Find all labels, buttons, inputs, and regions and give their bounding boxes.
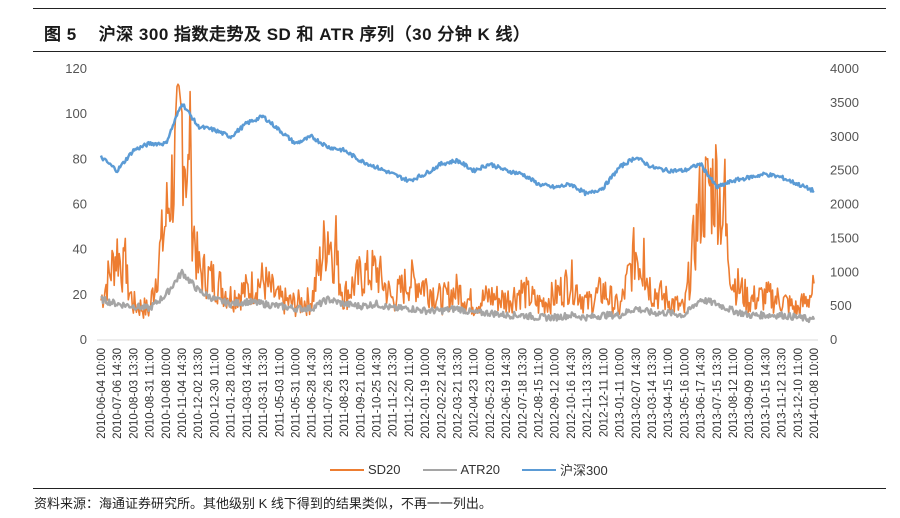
x-tick-label: 2013-06-17 14:30 [696,348,708,439]
x-tick-label: 2013-02-07 14:30 [631,348,643,439]
figure-title-text: 沪深 300 指数走势及 SD 和 ATR 序列（30 分钟 K 线） [98,25,531,44]
legend-item-hs300: 沪深300 [522,460,608,479]
x-tick-label: 2012-09-12 10:00 [550,348,562,439]
x-tick-label: 2013-05-16 10:00 [679,348,691,439]
y-right-tick-label: 1000 [830,264,859,279]
x-tick-label: 2013-11-12 13:30 [777,348,789,438]
legend-swatch-atr20 [422,468,457,471]
x-tick-label: 2012-02-22 14:30 [436,348,448,439]
legend-item-sd20: SD20 [330,462,401,477]
x-tick-label: 2011-11-22 13:30 [388,348,400,437]
y-left-tick-label: 100 [65,106,87,121]
x-tick-label: 2012-11-13 13:30 [582,348,594,438]
x-tick-label: 2013-10-15 14:30 [760,348,772,439]
x-tick-label: 2012-08-15 11:00 [534,348,546,438]
top-rule [33,8,886,9]
title-rule [33,51,886,52]
x-tick-label: 2013-07-15 13:30 [712,348,724,439]
y-right-tick-label: 0 [830,332,837,347]
x-axis-ticks: 2010-06-04 10:00 2010-07-06 14:30 2010-08-… [96,348,821,439]
x-tick-label: 2011-05-03 11:00 [274,348,286,437]
x-tick-label: 2013-04-15 11:00 [663,348,675,438]
x-tick-label: 2012-03-21 13:30 [453,348,465,439]
left-y-axis: 0 20 40 60 80 100 120 [65,61,87,347]
x-tick-label: 2012-07-18 13:30 [517,348,529,439]
y-left-tick-label: 20 [73,287,87,302]
plot-area [99,83,816,324]
y-left-tick-label: 0 [80,332,87,347]
figure-number: 图 5 [44,25,77,44]
x-tick-label: 2012-06-19 14:30 [501,348,513,439]
x-tick-label: 2012-01-19 10:00 [420,348,432,439]
x-tick-label: 2012-05-23 10:00 [485,348,497,439]
y-right-tick-label: 3000 [830,129,859,144]
y-right-tick-label: 500 [830,298,852,313]
x-tick-label: 2010-08-03 13:30 [128,348,140,439]
x-tick-label: 2011-09-21 10:00 [355,348,367,438]
y-right-tick-label: 2000 [830,197,859,212]
x-tick-label: 2010-07-06 14:30 [112,348,124,439]
legend-label-hs300: 沪深300 [560,463,608,478]
x-tick-label: 2011-08-23 11:00 [339,348,351,437]
x-tick-label: 2010-08-31 11:00 [145,348,157,438]
y-left-tick-label: 40 [73,242,87,257]
x-tick-label: 2013-03-14 13:30 [647,348,659,439]
y-left-tick-label: 60 [73,197,87,212]
x-tick-label: 2010-06-04 10:00 [96,348,108,439]
x-tick-label: 2011-03-31 13:30 [258,348,270,438]
x-tick-label: 2011-10-25 14:30 [371,348,383,438]
source-rule [33,488,886,489]
source-note: 资料来源：海通证券研究所。其他级别 K 线下得到的结果类似，不再一一列出。 [34,496,492,511]
y-left-tick-label: 120 [65,61,87,76]
legend-item-atr20: ATR20 [422,462,501,477]
x-tick-label: 2012-04-23 11:00 [469,348,481,438]
y-right-tick-label: 2500 [830,163,859,178]
line-chart: 0 20 40 60 80 100 120 0 500 1000 1500 2000 2500 3000… [65,61,859,439]
x-tick-label: 2013-01-11 10:00 [615,348,627,438]
y-right-tick-label: 4000 [830,61,859,76]
x-tick-label: 2011-07-26 13:30 [323,348,335,438]
x-tick-label: 2011-12-20 11:00 [404,348,416,437]
legend-swatch-sd20 [330,468,364,471]
x-tick-label: 2012-10-16 14:30 [566,348,578,439]
x-tick-label: 2010-11-04 14:30 [177,348,189,438]
right-y-axis: 0 500 1000 1500 2000 2500 3000 3500 4000 [830,61,859,347]
legend-label-sd20: SD20 [368,462,401,477]
figure-title: 图 5 沪深 300 指数走势及 SD 和 ATR 序列（30 分钟 K 线） [44,20,531,45]
y-right-tick-label: 1500 [830,230,859,245]
x-tick-label: 2011-05-31 10:00 [290,348,302,438]
y-right-tick-label: 3500 [830,95,859,110]
y-left-tick-label: 80 [73,151,87,166]
x-tick-label: 2013-12-10 11:00 [793,348,805,438]
x-tick-label: 2013-08-12 11:00 [728,348,740,438]
x-tick-label: 2010-12-30 11:00 [209,348,221,438]
x-tick-label: 2011-06-28 14:30 [307,348,319,438]
legend-swatch-hs300 [522,468,557,471]
x-tick-label: 2012-12-11 11:00 [598,348,610,437]
series-sd20 [100,83,815,319]
series-atr20 [100,268,816,324]
x-tick-label: 2010-10-08 10:00 [161,348,173,439]
x-tick-label: 2013-09-09 10:00 [744,348,756,439]
series-hs300 [99,103,815,197]
x-tick-label: 2010-12-02 13:30 [193,348,205,439]
chart-legend: SD20 ATR20 沪深300 [330,460,608,479]
legend-label-atr20: ATR20 [460,462,501,477]
x-tick-label: 2011-03-03 14:30 [242,348,254,438]
x-tick-label: 2011-01-28 10:00 [226,348,238,438]
x-tick-label: 2014-01-08 10:00 [809,348,821,439]
